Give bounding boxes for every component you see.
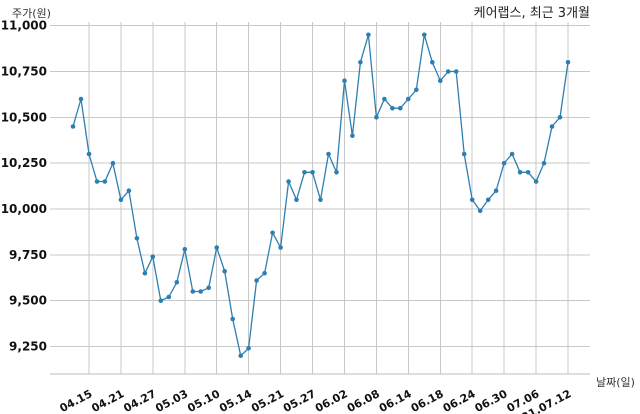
data-point [406,96,411,102]
data-point [302,170,307,175]
data-point [310,170,315,175]
data-point [294,197,299,203]
data-point [78,96,84,102]
y-tick-label: 9,500 [9,294,47,308]
data-point [541,160,547,166]
y-tick-label: 9,750 [9,248,47,262]
data-point [182,247,188,252]
x-tick-label: 04.15 [58,387,95,414]
x-tick-label: 04.27 [121,387,158,414]
data-point [286,179,291,184]
x-tick-label: 05.14 [217,387,254,414]
data-point [390,105,395,111]
data-point [477,208,483,214]
x-tick-label: 06.02 [313,387,350,414]
data-point [350,133,355,138]
data-point [342,78,347,83]
x-tick-label: 06.14 [377,387,414,414]
data-point [398,105,403,111]
data-point [493,188,499,193]
data-point [533,179,539,184]
x-tick-label: 06.18 [409,387,446,414]
data-point [246,346,251,351]
data-point [469,197,475,203]
data-point [118,197,124,203]
y-gridlines [50,25,590,347]
data-point [422,32,427,38]
data-point [134,236,140,241]
x-tick-label: 06.08 [345,387,382,414]
data-point [461,151,467,157]
chart-title: 케어랩스, 최근 3개월 [474,6,590,21]
data-point [238,353,243,359]
data-point [517,170,523,175]
data-point [278,245,283,250]
data-point [222,269,227,274]
data-point [366,32,371,38]
data-point [509,151,515,157]
x-tick-label: 05.21 [249,387,286,414]
x-tick-labels: 04.1504.2104.2705.0305.1005.1405.2105.27… [58,387,574,414]
y-tick-labels: 9,250 9,500 9,750 10,000 10,250 10,500 10,750 1… [1,19,47,354]
data-point [230,316,235,322]
data-point [110,160,116,166]
data-point [485,197,491,203]
data-point [86,151,92,157]
y-tick-label: 10,000 [1,202,47,216]
data-point [453,69,459,74]
x-gridlines [88,22,569,374]
data-point [382,96,387,102]
data-point [326,151,331,157]
data-point [94,179,100,184]
data-point [565,60,571,65]
y-tick-label: 9,250 [9,340,47,354]
x-tick-label: 06.30 [473,387,510,414]
x-tick-label: 05.10 [185,387,222,414]
data-point [142,270,148,276]
y-axis-label: 주가(원) [12,7,51,20]
data-point [270,230,275,236]
data-point [206,285,211,291]
x-tick-label: 05.03 [153,387,190,414]
data-point [198,289,203,294]
data-point [190,289,196,294]
data-point [102,179,108,184]
price-series-line [72,34,569,357]
x-tick-label: 05.27 [281,387,318,414]
data-point [174,280,180,285]
x-tick-label: 04.21 [89,387,126,414]
data-point [126,188,132,193]
data-point [430,60,435,65]
data-point [318,197,323,203]
data-point [501,160,507,166]
price-data-points [70,32,571,359]
x-tick-label: 06.24 [441,387,478,414]
data-point [254,278,259,283]
data-point [158,298,164,304]
data-point [166,294,172,300]
data-point [438,78,443,83]
data-point [557,115,563,120]
data-point [374,115,379,120]
data-point [445,69,451,74]
data-point [358,60,363,65]
data-point [334,170,339,175]
data-point [262,270,267,276]
x-axis-label: 날짜(일) [596,375,635,389]
y-tick-label: 11,000 [1,19,47,33]
data-point [214,245,219,250]
data-point [70,124,76,129]
y-tick-label: 10,500 [1,110,47,124]
y-tick-label: 10,750 [1,65,47,79]
y-tick-label: 10,250 [1,156,47,170]
data-point [525,170,531,175]
data-point [549,124,555,129]
data-point [414,87,419,93]
data-point [150,254,156,259]
